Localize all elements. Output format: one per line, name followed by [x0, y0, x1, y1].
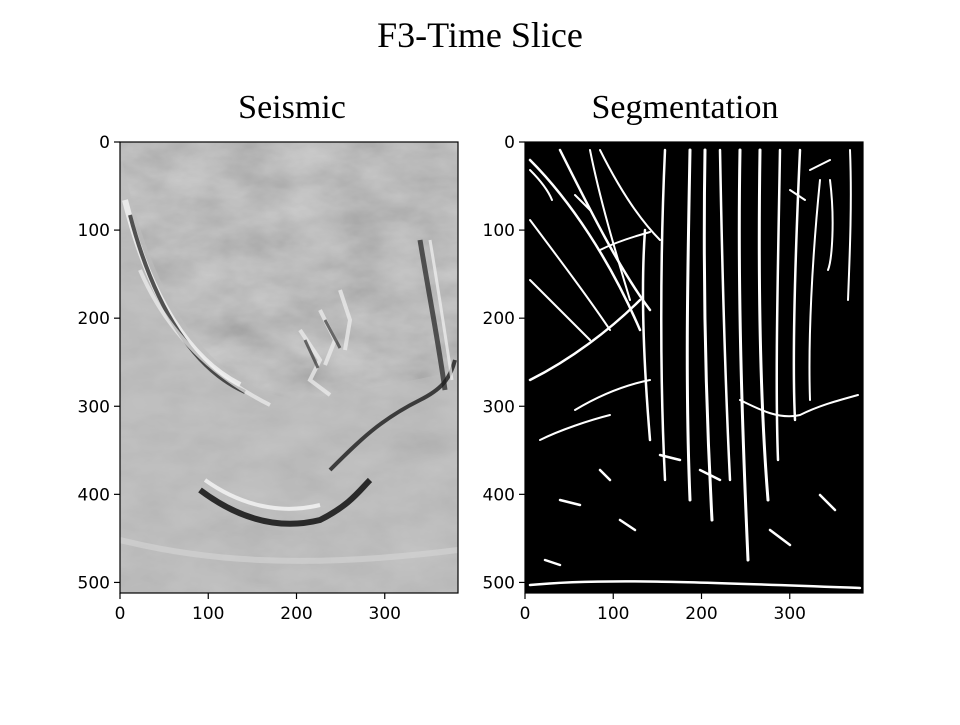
seismic-panel: Seismic 0 100 200 300 0 100 200 300 400 500 [78, 89, 459, 624]
seismic-x-tick-label: 200 [280, 604, 312, 624]
segmentation-image [525, 142, 863, 593]
segmentation-panel: Segmentation [483, 89, 864, 624]
seismic-x-tick-label: 300 [369, 604, 401, 624]
segmentation-axes: 0 100 200 300 0 100 200 300 400 500 [483, 133, 806, 624]
seismic-x-tick-label: 100 [192, 604, 224, 624]
seismic-y-tick-label: 100 [78, 221, 110, 241]
segmentation-y-tick-label: 200 [483, 309, 515, 329]
segmentation-y-tick-label: 0 [504, 133, 515, 153]
segmentation-x-tick-label: 0 [520, 604, 531, 624]
segmentation-x-tick-label: 200 [685, 604, 717, 624]
segmentation-y-tick-label: 400 [483, 485, 515, 505]
segmentation-y-tick-label: 100 [483, 221, 515, 241]
seismic-axes: 0 100 200 300 0 100 200 300 400 500 [78, 133, 401, 624]
segmentation-y-tick-label: 300 [483, 397, 515, 417]
seismic-title: Seismic [238, 89, 346, 126]
seismic-y-tick-label: 300 [78, 397, 110, 417]
segmentation-x-tick-label: 300 [774, 604, 806, 624]
seismic-y-tick-label: 400 [78, 485, 110, 505]
segmentation-y-tick-label: 500 [483, 573, 515, 593]
segmentation-x-tick-label: 100 [597, 604, 629, 624]
figure-title: F3-Time Slice [377, 15, 583, 55]
seismic-y-tick-label: 200 [78, 309, 110, 329]
seismic-y-tick-label: 0 [99, 133, 110, 153]
seismic-image [120, 142, 458, 593]
seismic-x-tick-label: 0 [115, 604, 126, 624]
seismic-y-tick-label: 500 [78, 573, 110, 593]
segmentation-title: Segmentation [592, 89, 779, 126]
